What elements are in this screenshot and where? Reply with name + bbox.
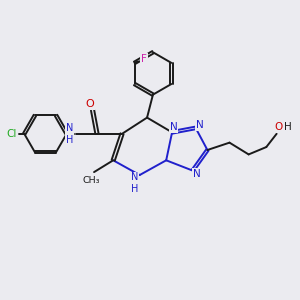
Text: O: O [274,122,282,132]
Text: Cl: Cl [7,129,17,139]
Text: H: H [284,122,292,132]
Text: CH₃: CH₃ [82,176,100,184]
Text: N: N [196,120,204,130]
Text: O: O [85,99,94,109]
Text: N: N [193,169,201,179]
Text: N
H: N H [131,172,138,194]
Text: F: F [141,54,147,64]
Text: N: N [170,122,177,132]
Text: N
H: N H [66,123,74,145]
